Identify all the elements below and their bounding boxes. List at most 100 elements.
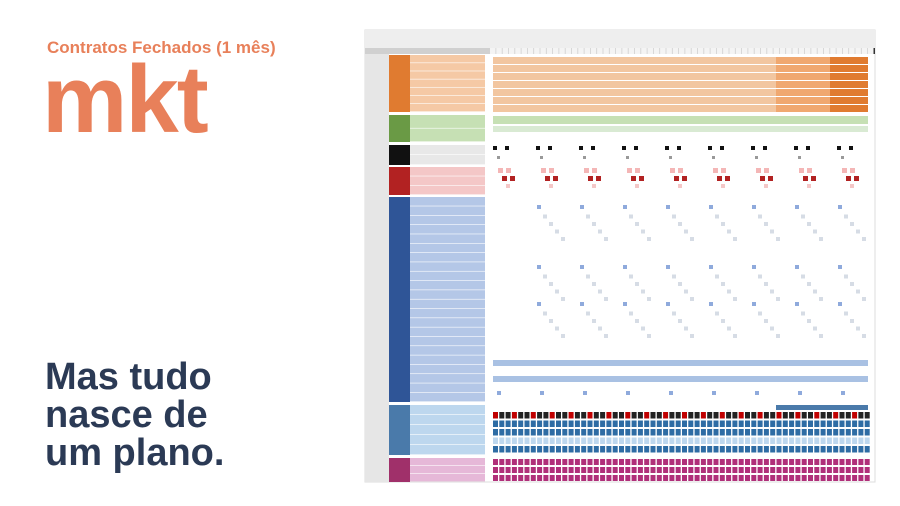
header-cell: [597, 48, 603, 54]
grid-cell: [770, 467, 776, 473]
label-cell: [410, 215, 445, 225]
grid-cell: [606, 475, 612, 481]
grid-cell: [751, 459, 757, 465]
grid-cell: [719, 420, 725, 427]
label-cell: [445, 63, 485, 71]
header-cell: [836, 48, 842, 54]
grid-cell: [852, 437, 858, 444]
grid-cell: [619, 437, 624, 444]
marker: [555, 229, 559, 234]
marker: [727, 289, 731, 294]
grid-cell: [543, 475, 549, 481]
marker: [497, 156, 500, 159]
grid-cell: [625, 429, 631, 436]
grid-cell: [713, 429, 719, 436]
marker: [592, 184, 596, 188]
grid-cell: [833, 475, 839, 481]
marker: [604, 237, 608, 241]
grid-cell: [619, 467, 624, 473]
marker: [604, 297, 608, 301]
category-cell: [389, 405, 410, 455]
label-cell: [410, 327, 445, 337]
grid-cell: [493, 412, 498, 419]
marker: [803, 176, 808, 181]
label-cell: [445, 215, 485, 225]
grid-cell: [619, 412, 624, 419]
grid-cell: [669, 475, 675, 481]
label-cell: [410, 71, 445, 79]
marker: [795, 205, 799, 209]
marker: [795, 302, 799, 306]
marker: [795, 265, 799, 269]
grid-cell: [833, 420, 839, 427]
marker: [626, 391, 630, 395]
timeline-bar: [830, 81, 868, 88]
grid-cell: [845, 475, 851, 481]
grid-cell: [808, 446, 813, 453]
header-cell: [760, 48, 767, 54]
header-cell: [672, 48, 679, 54]
marker: [549, 184, 553, 188]
grid-cell: [852, 429, 858, 436]
grid-cell: [694, 459, 700, 465]
grid-cell: [852, 459, 858, 465]
marker: [635, 222, 639, 226]
label-cell: [445, 224, 485, 234]
grid-cell: [745, 446, 750, 453]
marker: [801, 274, 805, 279]
grid-cell: [707, 459, 713, 465]
header-cell: [527, 48, 534, 54]
marker: [588, 176, 593, 181]
grid-cell: [543, 412, 549, 419]
grid-cell: [656, 429, 662, 436]
marker: [850, 168, 855, 173]
grid-cell: [719, 437, 725, 444]
grid-cell: [694, 412, 700, 419]
grid-cell: [707, 437, 713, 444]
grid-cell: [713, 475, 719, 481]
grid-cell: [600, 420, 606, 427]
marker: [629, 311, 633, 316]
grid-cell: [587, 467, 593, 473]
grid-cell: [587, 429, 593, 436]
label-cell: [445, 155, 485, 165]
grid-cell: [814, 412, 820, 419]
grid-cell: [644, 467, 650, 473]
grid-cell: [574, 437, 580, 444]
label-cell: [410, 234, 445, 243]
grid-cell: [700, 412, 706, 419]
grid-cell: [864, 475, 870, 481]
grid-cell: [700, 437, 706, 444]
grid-cell: [656, 459, 662, 465]
label-cell: [445, 383, 485, 393]
timeline-bar: [776, 405, 868, 410]
grid-cell: [782, 429, 788, 436]
marker: [553, 176, 558, 181]
grid-cell: [795, 459, 801, 465]
grid-cell: [682, 420, 687, 427]
grid-cell: [707, 475, 713, 481]
grid-cell: [732, 437, 738, 444]
marker: [586, 311, 590, 316]
grid-cell: [650, 459, 656, 465]
label-cell: [410, 445, 445, 455]
grid-cell: [625, 446, 631, 453]
label-cell: [445, 425, 485, 435]
header-cell: [609, 48, 616, 54]
grid-cell: [808, 459, 813, 465]
grid-cell: [808, 467, 813, 473]
marker: [584, 168, 589, 173]
grid-cell: [763, 446, 769, 453]
label-cell: [410, 374, 445, 383]
grid-cell: [499, 412, 505, 419]
grid-cell: [574, 446, 580, 453]
grid-cell: [644, 437, 650, 444]
grid-cell: [600, 467, 606, 473]
grid-cell: [726, 420, 732, 427]
grid-cell: [568, 446, 574, 453]
grid-cell: [682, 437, 687, 444]
header-cell: [603, 48, 609, 54]
grid-cell: [606, 412, 612, 419]
grid-cell: [675, 459, 681, 465]
marker: [841, 391, 845, 395]
